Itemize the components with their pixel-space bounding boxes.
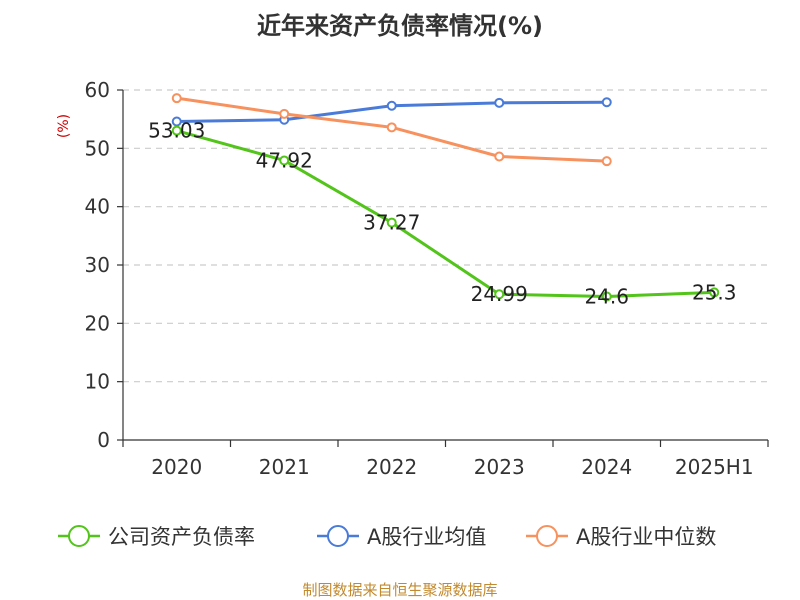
data-point bbox=[171, 116, 182, 127]
x-tick-label: 2025H1 bbox=[675, 455, 754, 479]
legend-swatch-marker bbox=[68, 525, 90, 547]
data-label: 25.3 bbox=[692, 280, 737, 304]
legend-label: 公司资产负债率 bbox=[108, 525, 255, 549]
legend-item-2[interactable]: A股行业中位数 bbox=[526, 525, 716, 549]
x-tick-label: 2021 bbox=[259, 455, 310, 479]
series bbox=[171, 93, 720, 302]
y-tick-label: 40 bbox=[85, 195, 110, 219]
data-point bbox=[386, 100, 397, 111]
data-point bbox=[601, 291, 612, 302]
y-tick-label: 60 bbox=[85, 78, 110, 102]
legend-label: A股行业均值 bbox=[367, 525, 486, 549]
data-point bbox=[601, 156, 612, 167]
y-tick-label: 10 bbox=[85, 370, 110, 394]
axes: 0 10 20 30 40 50 60 2020 2021 2022 2023 2024 2025H1 bbox=[85, 78, 769, 479]
data-label: 47.92 bbox=[256, 148, 313, 172]
legend[interactable]: 公司资产负债率 A股行业均值 A股行业中位数 bbox=[58, 525, 716, 549]
data-point bbox=[386, 122, 397, 133]
legend-label: A股行业中位数 bbox=[576, 525, 716, 549]
chart-title: 近年来资产负债率情况(%) bbox=[257, 12, 543, 40]
data-label: 37.27 bbox=[363, 211, 420, 235]
data-label: 53.03 bbox=[148, 119, 205, 143]
data-point bbox=[171, 125, 182, 136]
data-point bbox=[279, 155, 290, 166]
series-line-0 bbox=[175, 129, 716, 298]
x-tick-label: 2023 bbox=[474, 455, 525, 479]
data-point bbox=[386, 217, 397, 228]
x-tick-label: 2020 bbox=[151, 455, 202, 479]
data-labels: 53.03 47.92 37.27 24.99 24.6 25.3 bbox=[148, 119, 736, 309]
legend-item-0[interactable]: 公司资产负债率 bbox=[58, 525, 255, 549]
data-point bbox=[171, 93, 182, 104]
legend-swatch-marker bbox=[536, 525, 558, 547]
y-tick-label: 50 bbox=[85, 136, 110, 160]
data-label: 24.6 bbox=[584, 285, 629, 309]
legend-item-1[interactable]: A股行业均值 bbox=[317, 525, 486, 549]
legend-swatch-marker bbox=[327, 525, 349, 547]
x-tick-label: 2022 bbox=[366, 455, 417, 479]
data-point bbox=[709, 287, 720, 298]
x-tick-label: 2024 bbox=[581, 455, 632, 479]
data-point bbox=[494, 97, 505, 108]
source-footer: 制图数据来自恒生聚源数据库 bbox=[302, 581, 497, 599]
grid bbox=[123, 89, 768, 383]
data-point bbox=[494, 151, 505, 162]
data-point bbox=[279, 108, 290, 119]
y-tick-label: 0 bbox=[97, 428, 110, 452]
data-point bbox=[494, 289, 505, 300]
data-label: 24.99 bbox=[471, 282, 528, 306]
y-tick-label: 30 bbox=[85, 253, 110, 277]
data-point bbox=[601, 97, 612, 108]
y-axis-label: (%) bbox=[56, 114, 72, 138]
y-tick-label: 20 bbox=[85, 311, 110, 335]
